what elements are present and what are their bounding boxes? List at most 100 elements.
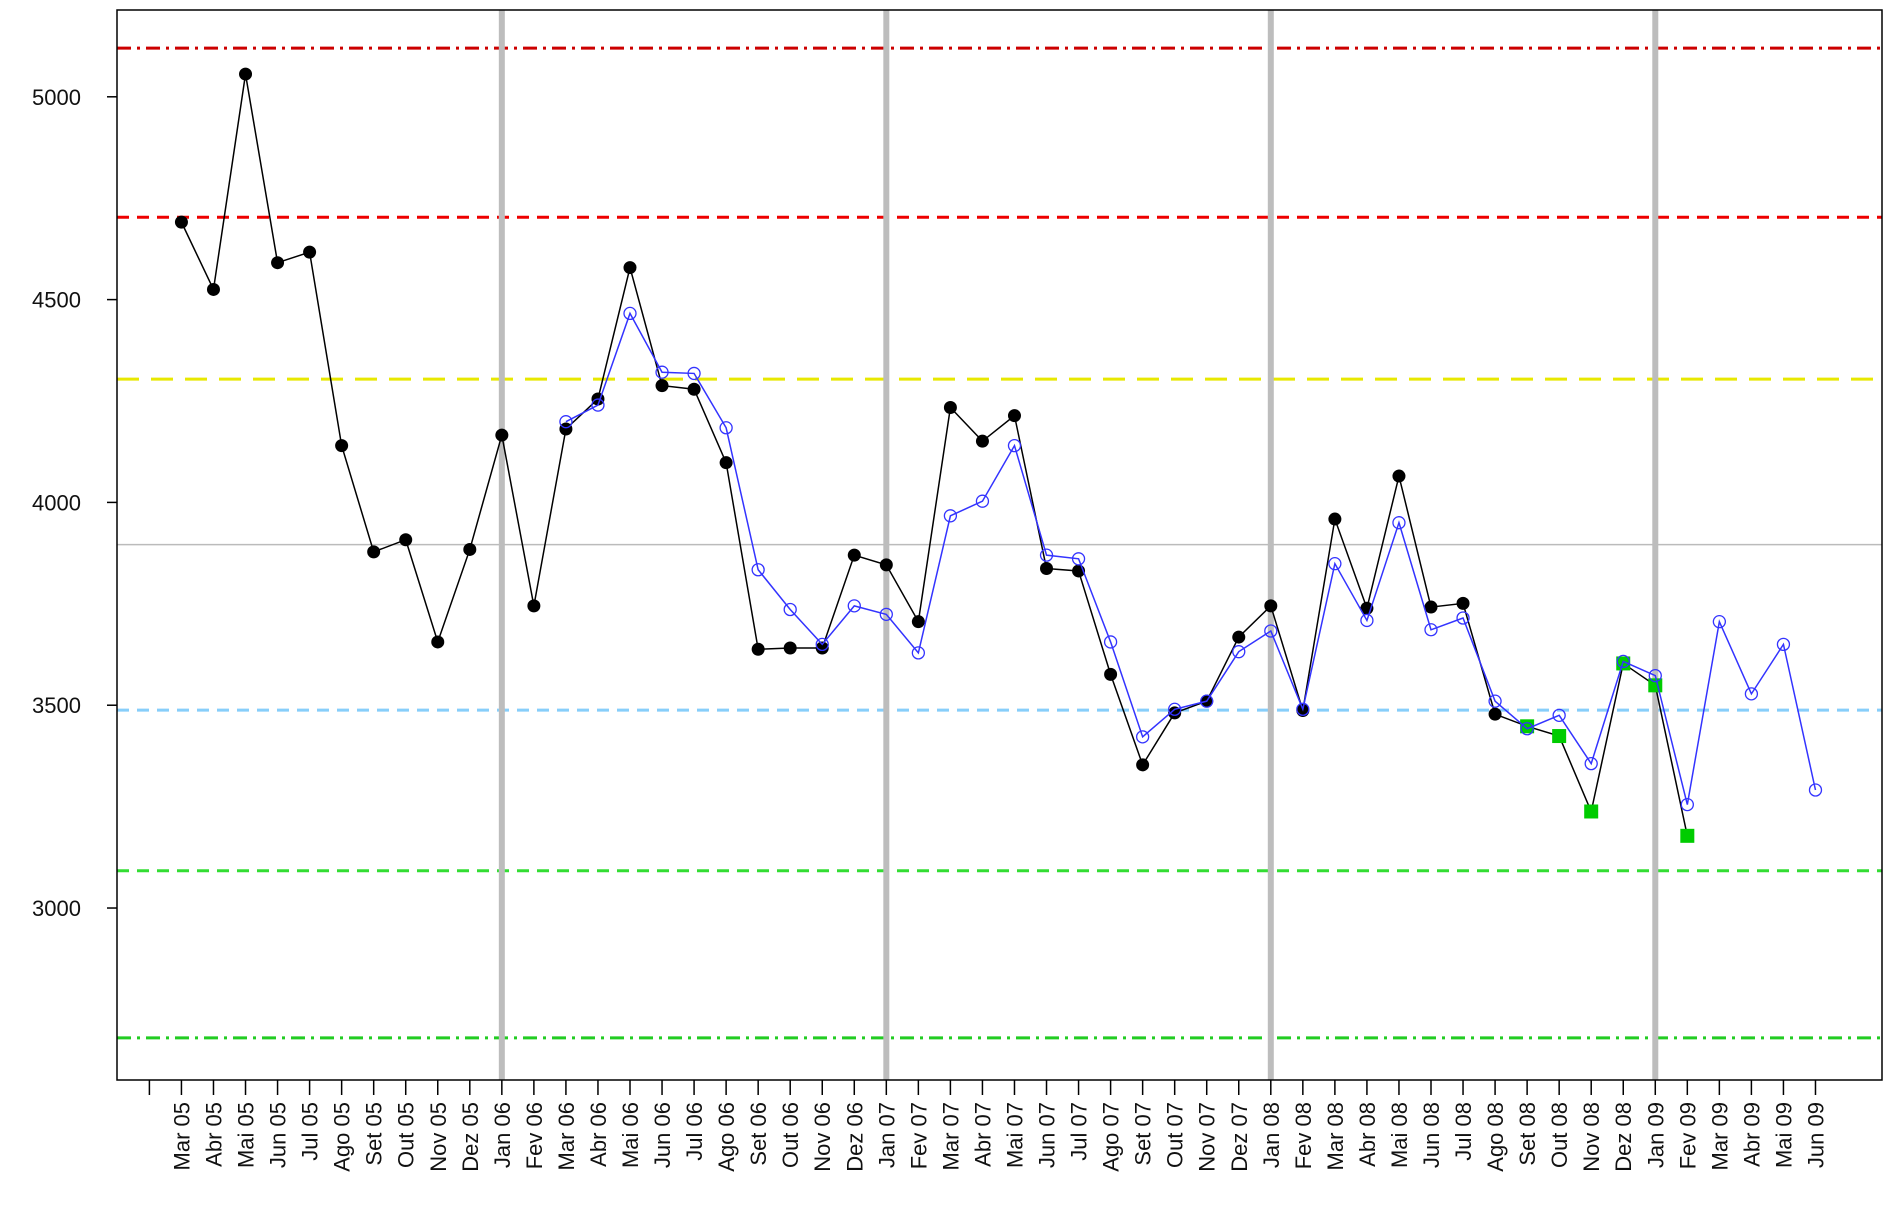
point — [879, 558, 893, 572]
x-tick-label: Mai 09 — [1771, 1102, 1796, 1168]
x-tick-label: Mai 05 — [234, 1102, 259, 1168]
x-tick-label: Set 06 — [746, 1102, 771, 1166]
point — [719, 456, 733, 470]
point — [1808, 783, 1823, 797]
point — [975, 494, 990, 508]
y-tick-label: 5000 — [32, 85, 81, 110]
x-tick-label: Jan 08 — [1259, 1102, 1284, 1168]
point — [623, 306, 637, 321]
point — [495, 428, 509, 442]
point — [1039, 548, 1054, 562]
x-tick-label: Jul 05 — [298, 1102, 323, 1161]
x-tick-label: Jan 09 — [1643, 1102, 1668, 1168]
point — [623, 261, 637, 275]
x-tick-label: Mar 07 — [938, 1102, 963, 1170]
x-tick-label: Out 08 — [1547, 1102, 1572, 1168]
point-square — [1584, 804, 1599, 819]
point — [1264, 599, 1278, 613]
point — [559, 415, 573, 429]
series-line — [565, 311, 1817, 805]
point — [463, 542, 477, 556]
point — [751, 563, 765, 577]
x-tick-label: Mar 06 — [554, 1102, 579, 1170]
x-tick-label: Dez 07 — [1227, 1102, 1252, 1172]
point — [847, 548, 861, 562]
point — [719, 421, 733, 435]
point — [1007, 438, 1022, 453]
point — [399, 533, 413, 547]
point — [1232, 630, 1246, 644]
point — [1040, 562, 1054, 576]
point — [783, 641, 797, 655]
point — [687, 382, 701, 396]
point — [1168, 702, 1182, 716]
x-tick-label: Set 08 — [1515, 1102, 1540, 1166]
point — [271, 256, 285, 270]
point-square — [1552, 729, 1567, 744]
x-tick-label: Mar 08 — [1323, 1102, 1348, 1170]
point — [1232, 645, 1246, 659]
x-tick-label: Abr 05 — [201, 1102, 226, 1167]
point — [655, 365, 669, 379]
point — [559, 422, 573, 436]
point — [1616, 654, 1630, 669]
point — [1104, 667, 1118, 681]
point — [1584, 756, 1598, 771]
point — [1392, 516, 1406, 530]
x-tick-label: Jul 06 — [682, 1102, 707, 1161]
point-square — [1648, 678, 1663, 693]
y-tick-label: 4000 — [32, 490, 81, 515]
point — [367, 545, 381, 559]
point — [847, 599, 861, 613]
y-tick-label: 3000 — [32, 896, 81, 921]
x-tick-label: Jun 06 — [650, 1102, 675, 1168]
point — [1328, 557, 1342, 571]
point — [206, 282, 220, 296]
point — [655, 379, 669, 393]
x-tick-label: Ago 07 — [1099, 1102, 1124, 1172]
point — [1680, 797, 1694, 812]
x-tick-label: Ago 05 — [330, 1102, 355, 1172]
x-tick-label: Nov 05 — [426, 1102, 451, 1172]
point — [879, 607, 893, 622]
x-tick-label: Jul 08 — [1451, 1102, 1476, 1161]
x-tick-label: Jun 09 — [1803, 1102, 1828, 1168]
x-tick-label: Out 06 — [778, 1102, 803, 1168]
point — [1136, 758, 1150, 772]
point — [1135, 730, 1150, 744]
x-tick-label: Dez 08 — [1611, 1102, 1636, 1172]
x-tick-label: Dez 05 — [458, 1102, 483, 1172]
x-tick-label: Jun 07 — [1035, 1102, 1060, 1168]
point — [815, 637, 829, 652]
point — [1712, 615, 1727, 629]
point-square — [1520, 719, 1535, 734]
x-tick-label: Fev 09 — [1675, 1102, 1700, 1169]
point — [527, 599, 541, 613]
point — [1488, 694, 1502, 708]
x-tick-label: Fev 06 — [522, 1102, 547, 1169]
point — [431, 635, 445, 649]
point — [975, 434, 989, 448]
x-tick-label: Set 07 — [1131, 1102, 1156, 1166]
x-tick-label: Ago 08 — [1483, 1102, 1508, 1172]
point — [1424, 600, 1438, 614]
point — [911, 615, 925, 629]
x-tick-label: Jul 07 — [1067, 1102, 1092, 1161]
y-tick-label: 4500 — [32, 288, 81, 313]
point — [943, 400, 957, 414]
point — [1648, 668, 1662, 683]
point — [1296, 702, 1310, 716]
point — [1007, 409, 1021, 423]
point — [1392, 469, 1406, 483]
point — [1456, 611, 1470, 625]
x-tick-label: Mar 05 — [169, 1102, 194, 1170]
x-tick-label: Mar 09 — [1707, 1102, 1732, 1170]
x-tick-label: Nov 06 — [810, 1102, 835, 1172]
point — [1776, 637, 1791, 652]
x-tick-label: Jan 07 — [874, 1102, 899, 1168]
point — [687, 366, 701, 381]
x-tick-label: Abr 07 — [970, 1102, 995, 1167]
point — [1103, 635, 1118, 649]
x-tick-label: Jun 08 — [1419, 1102, 1444, 1168]
x-tick-label: Jun 05 — [266, 1102, 291, 1168]
